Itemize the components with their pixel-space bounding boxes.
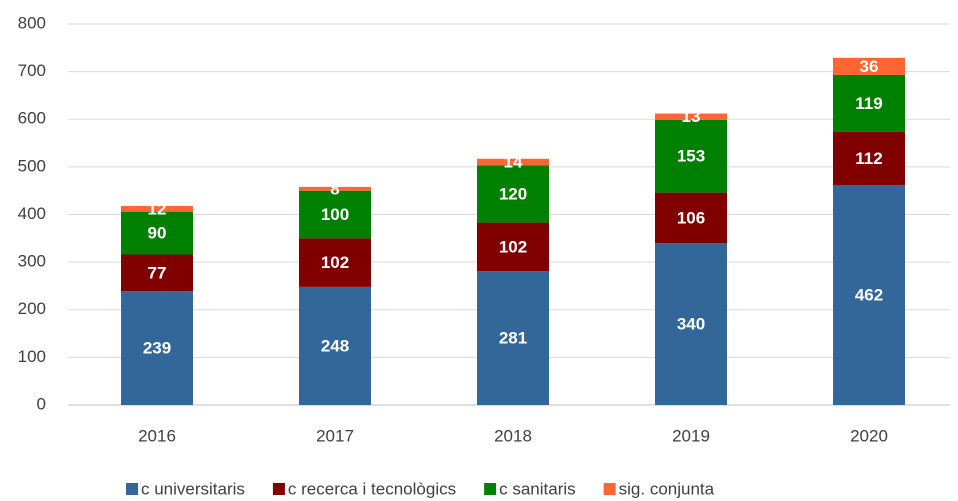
value-label: 100: [321, 205, 349, 224]
value-label: 13: [682, 107, 701, 126]
bar-segment: [299, 190, 371, 239]
legend-label: sig. conjunta: [619, 479, 715, 498]
legend-swatch: [484, 483, 497, 495]
bar-segment: [299, 286, 371, 405]
value-label: 8: [330, 179, 339, 198]
legend-label: c sanitaris: [499, 479, 576, 498]
y-tick-label: 500: [18, 156, 46, 175]
value-label: 462: [855, 285, 883, 304]
bar-segment: [121, 205, 193, 212]
x-tick-label: 2020: [850, 426, 888, 445]
y-tick-label: 0: [37, 394, 46, 413]
value-label: 112: [855, 149, 882, 168]
value-label: 153: [677, 147, 705, 166]
bar-segment: [833, 57, 905, 75]
value-label: 36: [860, 57, 879, 76]
y-tick-label: 300: [18, 252, 46, 271]
bar-segment: [477, 158, 549, 166]
legend-label: c recerca i tecnològics: [288, 479, 456, 498]
y-tick-label: 800: [18, 13, 46, 32]
bar-segment: [477, 222, 549, 272]
x-tick-label: 2018: [494, 426, 532, 445]
bar-segment: [655, 113, 727, 120]
value-label: 12: [148, 199, 167, 218]
bar-segment: [655, 119, 727, 193]
bar-segment: [833, 74, 905, 132]
value-label: 281: [499, 329, 527, 348]
y-tick-label: 200: [18, 299, 46, 318]
value-label: 102: [499, 237, 527, 256]
bar-segment: [477, 165, 549, 223]
legend-label: c universitaris: [141, 479, 245, 498]
value-label: 340: [677, 315, 705, 334]
bar-segment: [299, 238, 371, 287]
x-tick-label: 2016: [138, 426, 176, 445]
value-label: 239: [143, 339, 171, 358]
value-label: 248: [321, 336, 349, 355]
bar-segment: [121, 254, 193, 292]
y-tick-label: 600: [18, 109, 46, 128]
value-label: 102: [321, 253, 349, 272]
bar-segment: [121, 291, 193, 405]
y-tick-label: 100: [18, 347, 46, 366]
bar-segment: [655, 192, 727, 244]
value-label: 119: [855, 94, 882, 113]
legend-swatch: [603, 483, 616, 495]
value-label: 90: [148, 224, 167, 243]
bar-segment: [833, 184, 905, 405]
bar-segment: [833, 131, 905, 185]
x-tick-label: 2019: [672, 426, 710, 445]
legend-swatch: [126, 483, 138, 495]
bar-segment: [655, 243, 727, 405]
x-tick-label: 2017: [316, 426, 354, 445]
bar-segment: [121, 211, 193, 255]
bar-segment: [477, 271, 549, 405]
value-label: 14: [504, 153, 523, 172]
y-tick-label: 400: [18, 204, 46, 223]
bar-segment: [299, 186, 371, 191]
legend-swatch: [272, 483, 285, 495]
value-label: 106: [677, 208, 705, 227]
value-label: 120: [499, 185, 527, 204]
y-tick-label: 700: [18, 61, 46, 80]
value-label: 77: [148, 263, 167, 282]
